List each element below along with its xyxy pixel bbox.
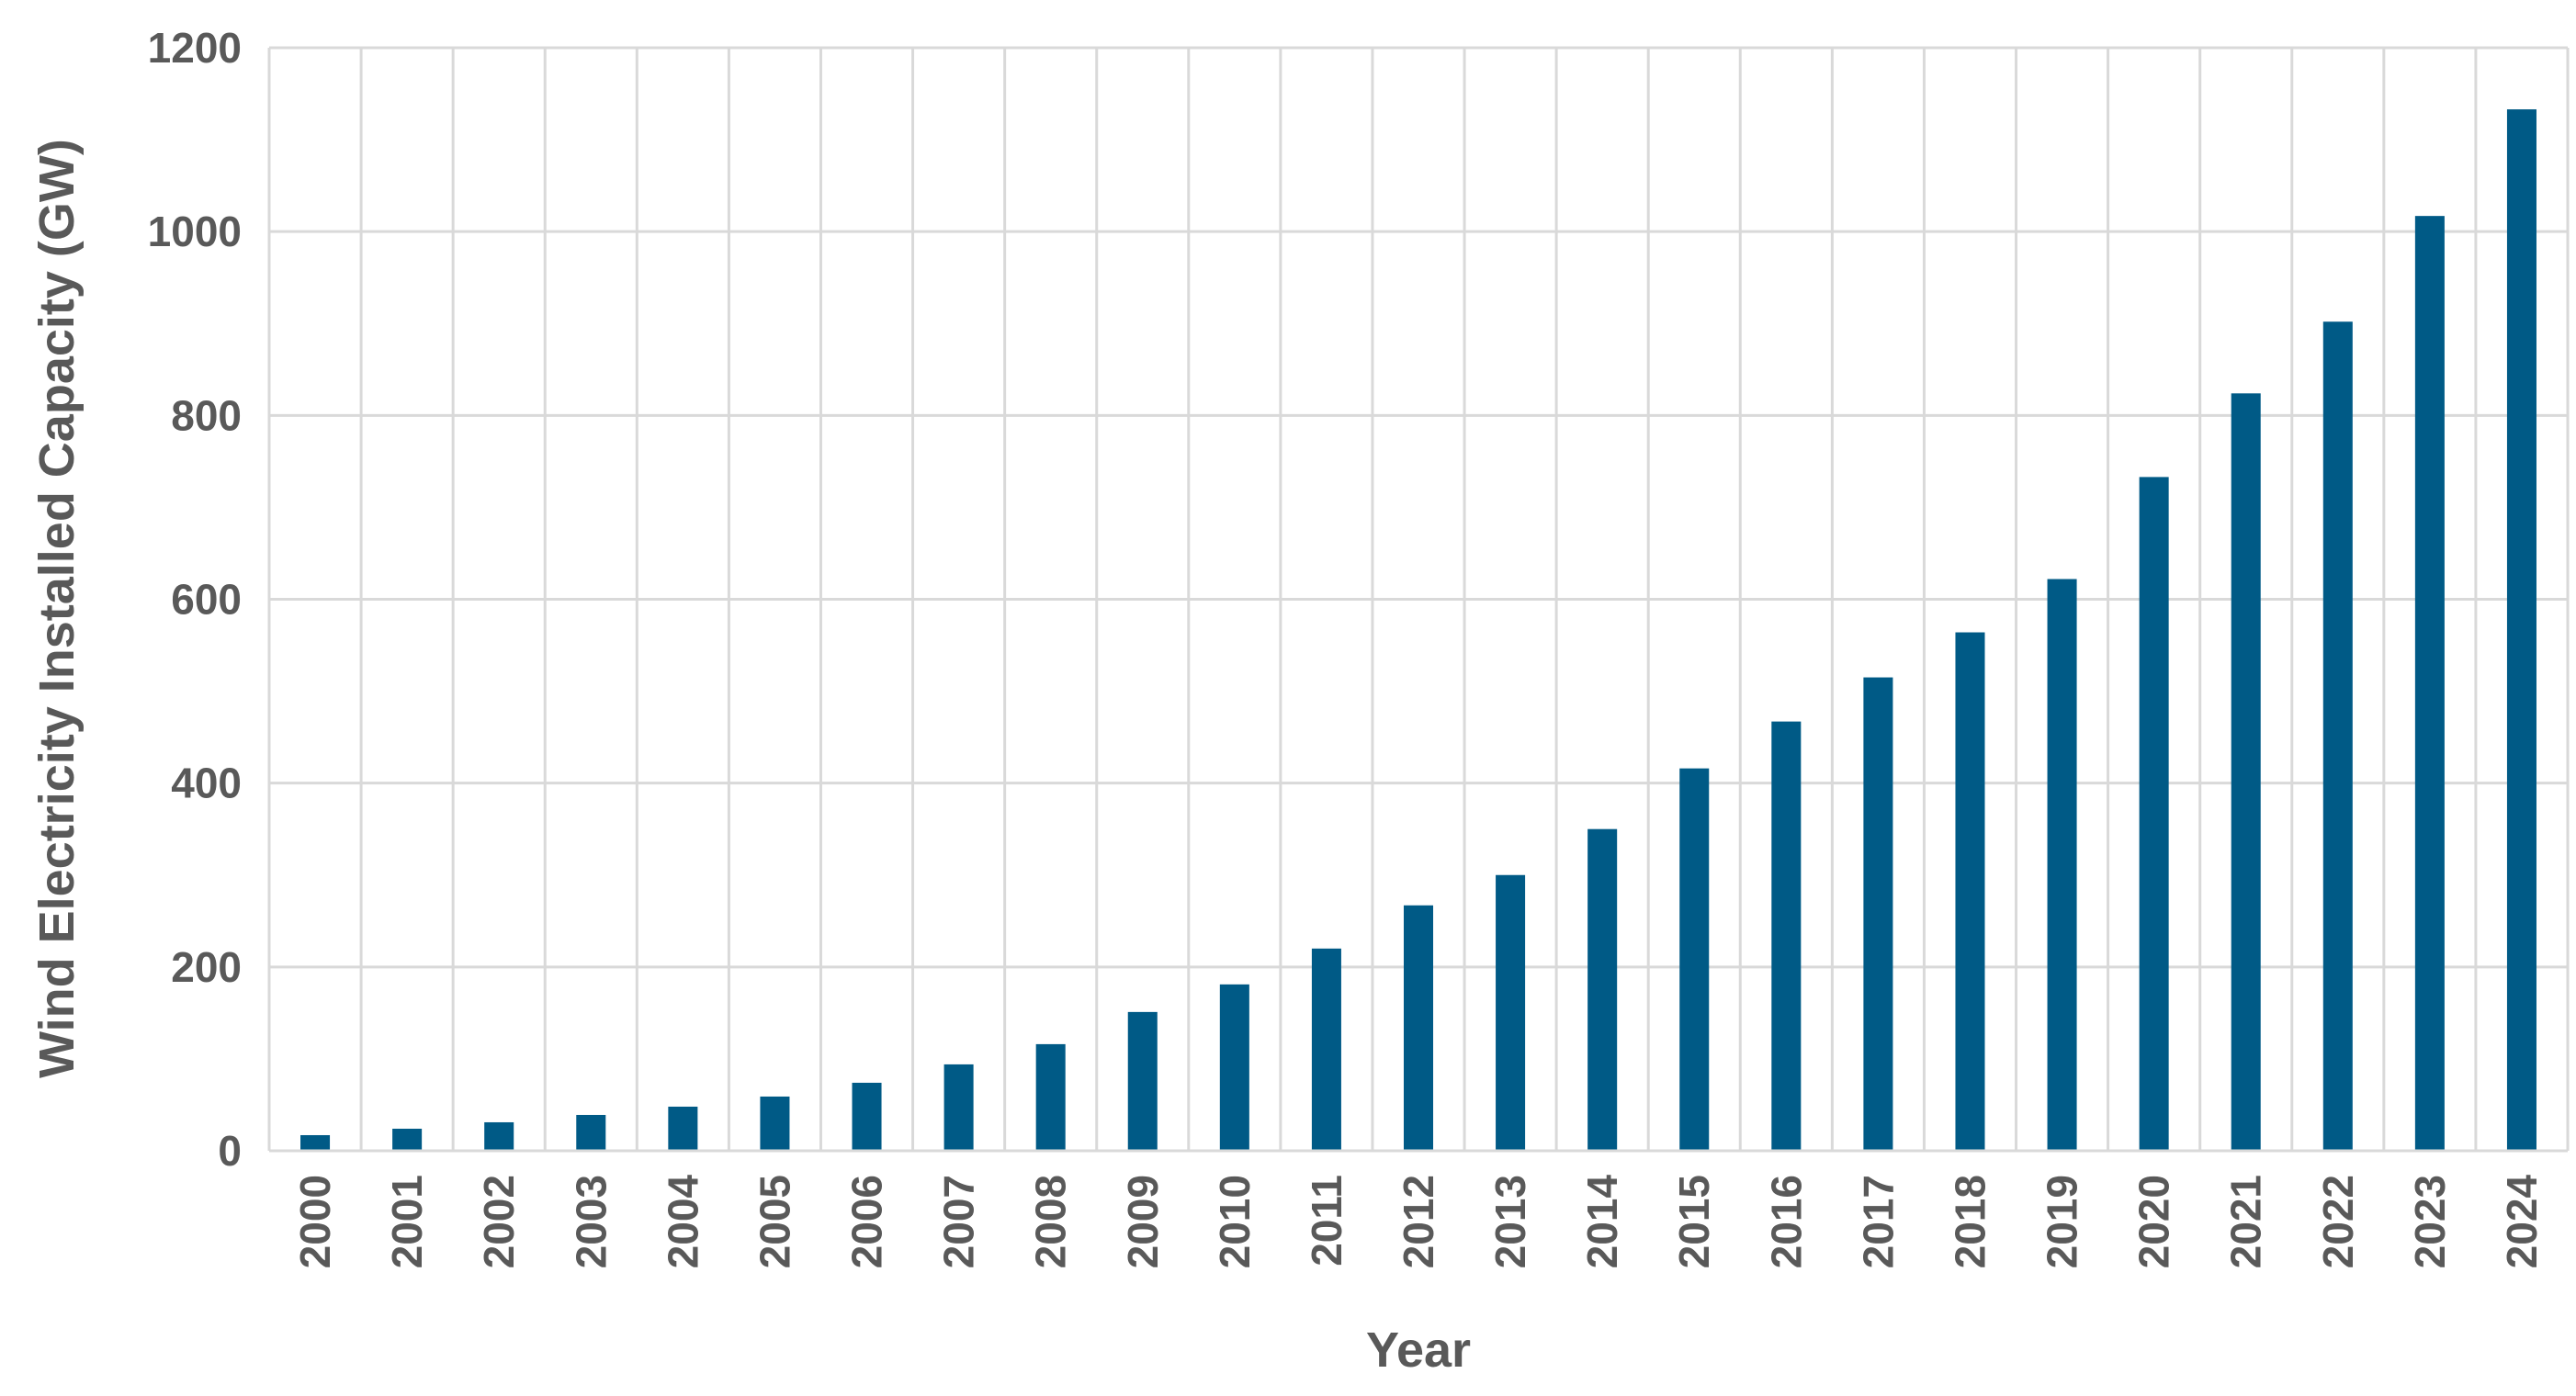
gridlines xyxy=(267,46,2570,1151)
bar xyxy=(392,1128,423,1151)
x-axis-title: Year xyxy=(1366,1323,1471,1378)
y-tick-label: 800 xyxy=(171,391,242,439)
y-tick-label: 200 xyxy=(171,943,242,991)
bar xyxy=(1403,905,1434,1151)
bar xyxy=(1771,721,1802,1151)
x-tick-label: 2024 xyxy=(2498,1175,2546,1269)
x-tick-label: 2008 xyxy=(1027,1175,1075,1268)
y-tick-label: 400 xyxy=(171,760,242,807)
x-tick-label: 2006 xyxy=(843,1175,891,1268)
x-tick-label: 2021 xyxy=(2222,1175,2270,1268)
bar xyxy=(2506,109,2536,1152)
y-tick-label: 1000 xyxy=(148,208,242,255)
bar xyxy=(2231,393,2261,1151)
x-tick-label: 2017 xyxy=(1854,1175,1902,1268)
bar xyxy=(852,1082,882,1151)
x-tick-label: 2022 xyxy=(2314,1175,2362,1268)
bar xyxy=(2139,477,2169,1151)
bar xyxy=(300,1134,331,1151)
bar xyxy=(1496,874,1526,1151)
bar xyxy=(484,1121,514,1151)
x-tick-label: 2023 xyxy=(2406,1175,2454,1268)
axes: 0 200 400 600 800 1000 1200 2000 2001 2002 2003 200… xyxy=(148,24,2568,1268)
bar xyxy=(2322,321,2353,1152)
bar xyxy=(2414,216,2445,1152)
bar xyxy=(1127,1011,1158,1151)
y-tick-label: 0 xyxy=(218,1127,242,1175)
x-tick-label: 2018 xyxy=(1946,1175,1994,1268)
bar xyxy=(1311,948,1341,1151)
bar xyxy=(2047,579,2077,1151)
x-tick-label: 2010 xyxy=(1211,1175,1259,1268)
bar xyxy=(1863,677,1893,1151)
x-tick-label: 2019 xyxy=(2039,1175,2086,1268)
x-tick-label: 2000 xyxy=(291,1175,339,1268)
bar xyxy=(1955,632,1985,1151)
x-tick-label: 2003 xyxy=(567,1175,615,1268)
x-tick-label: 2015 xyxy=(1670,1175,1718,1268)
bar xyxy=(943,1064,974,1151)
bar xyxy=(1035,1043,1066,1151)
x-tick-label: 2016 xyxy=(1762,1175,1810,1268)
x-tick-label: 2001 xyxy=(383,1175,431,1268)
bar xyxy=(576,1114,606,1151)
bar xyxy=(1587,828,1618,1151)
x-tick-label: 2007 xyxy=(935,1175,983,1268)
x-tick-label: 2012 xyxy=(1395,1175,1442,1268)
x-tick-label: 2014 xyxy=(1578,1175,1626,1269)
x-tick-label: 2013 xyxy=(1486,1175,1534,1268)
x-tick-label: 2011 xyxy=(1303,1175,1350,1267)
y-tick-label: 1200 xyxy=(148,24,242,72)
x-tick-label: 2009 xyxy=(1119,1175,1167,1268)
bar xyxy=(1219,984,1249,1151)
x-tick-label: 2005 xyxy=(751,1175,798,1268)
y-axis-title: Wind Electricity Installed Capacity (GW) xyxy=(29,139,85,1078)
bar xyxy=(760,1096,790,1151)
y-tick-label: 600 xyxy=(171,576,242,624)
x-tick-label: 2004 xyxy=(659,1175,706,1269)
bar xyxy=(668,1106,698,1151)
x-tick-label: 2002 xyxy=(475,1175,523,1268)
bar xyxy=(1679,768,1710,1151)
bars xyxy=(300,109,2536,1152)
x-tick-label: 2020 xyxy=(2130,1175,2178,1268)
